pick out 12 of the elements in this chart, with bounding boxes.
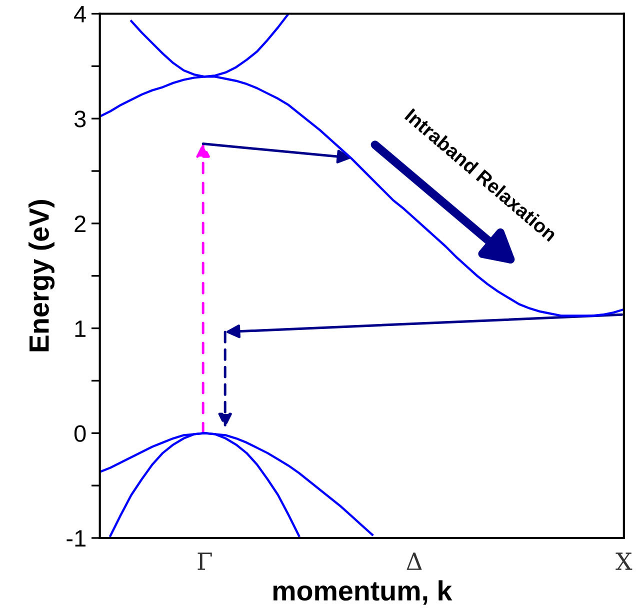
y-tick-label: -1 bbox=[66, 530, 86, 547]
y-tick-label: 4 bbox=[74, 6, 86, 22]
y-tick-label: 2 bbox=[74, 216, 86, 232]
y-tick-label: 1 bbox=[75, 320, 86, 337]
x-tick-label: X bbox=[616, 552, 632, 570]
x-tick-label: Δ bbox=[406, 552, 422, 570]
y-tick-label: 3 bbox=[74, 110, 86, 128]
x-tick-label: Γ bbox=[198, 552, 212, 570]
x-axis-title: momentum, k bbox=[273, 580, 452, 605]
line-series bbox=[100, 432, 374, 536]
y-axis-title: Energy (eV) bbox=[28, 200, 55, 352]
y-tick-label: 0 bbox=[74, 425, 86, 442]
